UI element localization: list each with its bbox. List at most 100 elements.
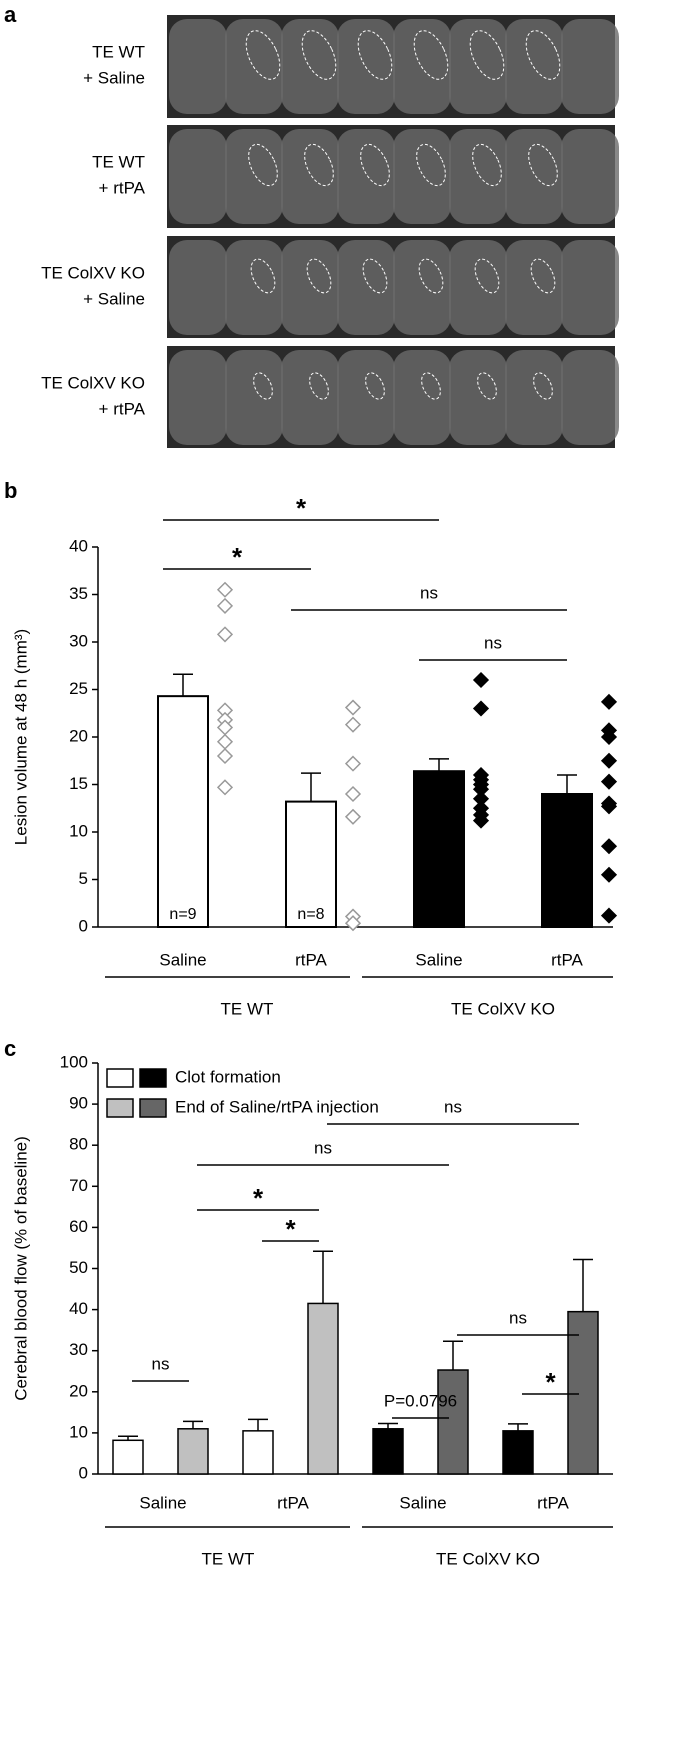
y-tick-label: 15 [69,774,88,793]
data-point [344,755,362,772]
comparison-label: * [232,542,243,572]
lesion-outline [245,30,281,80]
bar [502,1430,534,1475]
n-label: n=8 [297,906,324,923]
data-point [344,808,362,825]
mri-slice [449,240,507,335]
lesion-outline [413,30,449,80]
lesion-outline [418,258,444,294]
mri-slice [225,240,283,335]
lesion-outline [360,143,390,187]
y-axis-title: Cerebral blood flow (% of baseline) [11,1136,30,1401]
mri-slice [169,129,227,224]
comparison-label: ns [420,583,438,602]
mri-slice [337,129,395,224]
y-tick-label: 0 [79,916,88,935]
mri-slice [393,350,451,445]
row-label: TE WT [92,42,145,61]
legend-swatch [139,1068,167,1088]
mri-slice [393,240,451,335]
y-tick-label: 20 [69,1381,88,1400]
panel-label: a [4,2,17,27]
y-tick-label: 40 [69,536,88,555]
y-tick-label: 60 [69,1217,88,1236]
x-tick-label: rtPA [277,1493,309,1512]
mri-slice [449,350,507,445]
y-axis-title: Lesion volume at 48 h (mm³) [11,629,30,845]
mri-slice [561,129,619,224]
group-label: TE ColXV KO [451,999,555,1018]
data-point [472,812,490,829]
lesion-outline [357,30,393,80]
mri-slice [449,19,507,114]
n-label: n=9 [169,906,196,923]
row-label: + Saline [83,68,145,87]
comparison-label: ns [484,633,502,652]
mri-slice [505,350,563,445]
data-point [344,785,362,803]
data-point [216,747,234,765]
lesion-outline [309,372,329,400]
comparison-label: P=0.0796 [384,1391,457,1410]
y-tick-label: 80 [69,1135,88,1154]
data-point [600,798,618,815]
y-tick-label: 30 [69,1340,88,1359]
mri-slice [561,19,619,114]
mri-slice [281,129,339,224]
row-label: + Saline [83,289,145,308]
lesion-outline [365,372,385,400]
data-point [472,700,490,717]
x-tick-label: Saline [399,1493,446,1512]
mri-slice [225,19,283,114]
comparison-label: * [296,493,307,523]
lesion-outline [421,372,441,400]
data-point [600,752,618,769]
y-tick-label: 35 [69,584,88,603]
bar [285,800,337,928]
mri-slice [169,19,227,114]
lesion-outline [525,30,561,80]
x-tick-label: Saline [415,950,462,969]
mri-slice [281,350,339,445]
y-tick-label: 50 [69,1258,88,1277]
data-point [600,838,618,855]
row-label: TE ColXV KO [41,263,145,282]
lesion-outline [306,258,332,294]
panel-label: b [4,478,17,503]
lesion-outline [250,258,276,294]
mri-slice [169,240,227,335]
data-point [216,779,234,796]
data-point [600,773,618,790]
comparison-label: ns [314,1138,332,1157]
x-tick-label: Saline [139,1493,186,1512]
x-tick-label: Saline [159,950,206,969]
y-tick-label: 10 [69,1422,88,1441]
mri-slice [225,350,283,445]
mri-slice [449,129,507,224]
lesion-outline [304,143,334,187]
mri-slice [505,129,563,224]
lesion-outline [533,372,553,400]
x-tick-label: rtPA [551,950,583,969]
data-point [600,728,618,746]
data-point [216,581,234,598]
mri-slice [393,19,451,114]
lesion-outline [416,143,446,187]
bar [437,1369,469,1475]
x-tick-label: rtPA [295,950,327,969]
bar [157,695,209,929]
legend-label: Clot formation [175,1067,281,1086]
lesion-outline [248,143,278,187]
y-tick-label: 70 [69,1176,88,1195]
bar [372,1428,404,1475]
mri-slice [561,240,619,335]
bar [112,1439,144,1475]
lesion-outline [472,143,502,187]
data-point [344,716,362,733]
mri-slice [393,129,451,224]
y-tick-label: 100 [60,1052,88,1071]
mri-slice [337,350,395,445]
data-point [216,597,234,614]
data-point [216,626,234,643]
